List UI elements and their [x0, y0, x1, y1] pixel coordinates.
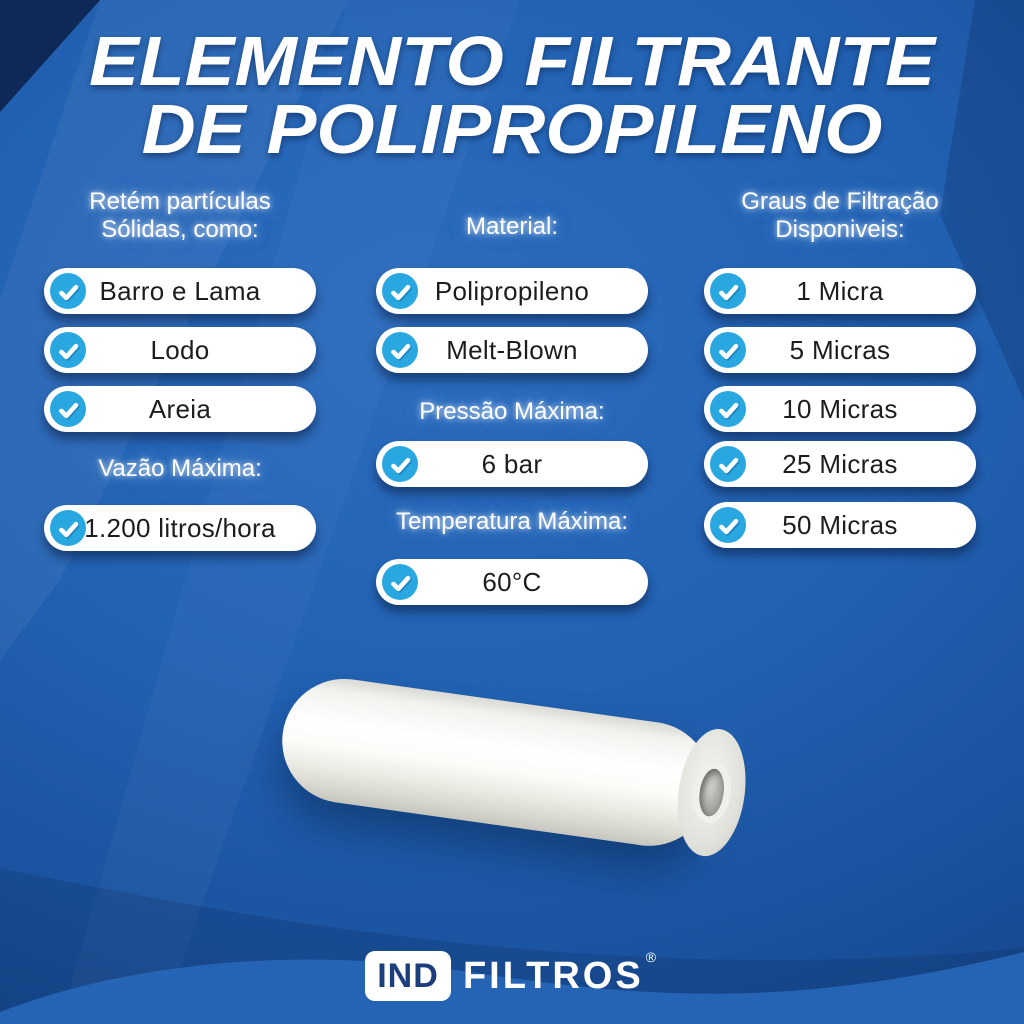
filter-cartridge: [255, 628, 759, 938]
filter-cartridge-body: [274, 670, 720, 854]
check-icon: [382, 332, 418, 368]
pill-label: 1.200 litros/hora: [84, 512, 276, 543]
pill-label: 60°C: [482, 566, 542, 597]
pill-label: 10 Micras: [782, 393, 898, 424]
registered-trademark-symbol: ®: [645, 948, 660, 965]
page-title-line2: DE POLIPROPILENO: [141, 89, 883, 168]
page-title: ELEMENTO FILTRANTE DE POLIPROPILENO: [0, 22, 1024, 168]
pill-label: Melt-Blown: [446, 334, 578, 365]
column-particles: Retém partículas Sólidas, como: Barro e …: [44, 0, 316, 640]
page-title-line1: ELEMENTO FILTRANTE: [88, 22, 936, 100]
filtration-grades-heading: Graus de Filtração Disponiveis:: [741, 188, 939, 244]
check-icon: [382, 273, 418, 309]
pill-label: 6 bar: [481, 448, 543, 479]
product-image: [270, 660, 754, 906]
check-icon: [710, 332, 746, 368]
check-icon: [50, 332, 86, 368]
column-filtration-grades: Graus de Filtração Disponiveis: 1 Micra: [704, 0, 976, 640]
feature-pill-barro-e-lama: Barro e Lama: [44, 268, 316, 314]
pill-label: Barro e Lama: [99, 275, 261, 306]
feature-pill-1-micra: 1 Micra: [704, 268, 976, 314]
feature-pill-5-micras: 5 Micras: [704, 327, 976, 373]
max-temperature-heading: Temperatura Máxima:: [395, 508, 629, 535]
pill-label: 25 Micras: [782, 448, 898, 479]
max-pressure-heading: Pressão Máxima:: [419, 398, 605, 425]
column-specs: Material: Polipropileno Melt-Blown: [376, 0, 648, 640]
check-icon: [710, 446, 746, 482]
brand-logo: IND FILTROS ®: [0, 948, 1024, 1001]
check-icon: [50, 391, 86, 427]
feature-pill-max-flow: 1.200 litros/hora: [44, 505, 316, 551]
feature-pill-10-micras: 10 Micras: [704, 386, 976, 432]
brand-logo-ind-text: IND: [377, 956, 439, 995]
pill-label: 1 Micra: [796, 275, 884, 306]
check-icon: [50, 510, 86, 546]
material-heading: Material:: [465, 213, 559, 240]
brand-logo-filtros-text: FILTROS ®: [462, 948, 660, 997]
pill-label: Polipropileno: [434, 275, 590, 306]
feature-pill-25-micras: 25 Micras: [704, 441, 976, 487]
feature-pill-lodo: Lodo: [44, 327, 316, 373]
pill-label: 50 Micras: [782, 509, 898, 540]
check-icon: [710, 391, 746, 427]
feature-pill-melt-blown: Melt-Blown: [376, 327, 648, 373]
max-flow-heading: Vazão Máxima:: [98, 455, 262, 482]
check-icon: [50, 273, 86, 309]
feature-pill-polipropileno: Polipropileno: [376, 268, 648, 314]
feature-pill-max-temperature: 60°C: [376, 559, 648, 605]
feature-pill-max-pressure: 6 bar: [376, 441, 648, 487]
brand-logo-ind-box: IND: [364, 951, 451, 1001]
check-icon: [710, 273, 746, 309]
feature-pill-50-micras: 50 Micras: [704, 502, 976, 548]
check-icon: [382, 564, 418, 600]
pill-label: Areia: [148, 393, 212, 424]
check-icon: [382, 446, 418, 482]
particles-heading: Retém partículas Sólidas, como:: [89, 188, 271, 244]
pill-label: Lodo: [150, 334, 210, 365]
pill-label: 5 Micras: [789, 334, 891, 365]
feature-pill-areia: Areia: [44, 386, 316, 432]
check-icon: [710, 507, 746, 543]
